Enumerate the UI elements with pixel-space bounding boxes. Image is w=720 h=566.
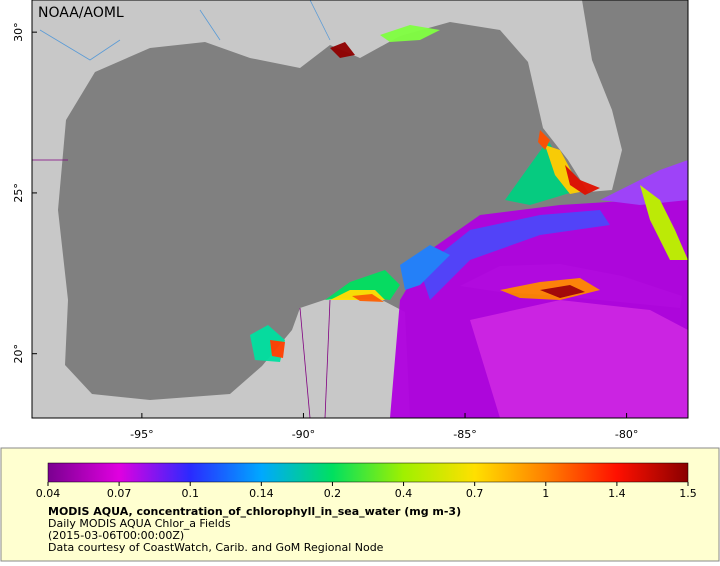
x-tick-label: -90°	[292, 428, 315, 441]
colorbar-tick-label: 0.2	[324, 487, 342, 500]
x-tick-label: -80°	[615, 428, 638, 441]
map-title: NOAA/AOML	[38, 5, 124, 21]
caption-line: (2015-03-06T00:00:00Z)	[48, 529, 184, 542]
caribbean-coast	[350, 370, 380, 418]
chlorophyll	[250, 25, 688, 418]
rivers	[39, 0, 331, 61]
x-tick-label: -95°	[130, 428, 153, 441]
map-frame	[31, 0, 689, 419]
caption-line: Data courtesy of CoastWatch, Carib. and …	[48, 541, 384, 554]
colorbar-tick-label: 1	[542, 487, 549, 500]
colorbar-tick-label: 0.07	[107, 487, 132, 500]
map	[32, 0, 688, 418]
colorbar-tick-label: 0.04	[36, 487, 61, 500]
colorbar-tick-label: 0.7	[466, 487, 484, 500]
x-tick-label: -85°	[453, 428, 476, 441]
borders	[32, 159, 331, 418]
colorbar-tick-label: 1.4	[608, 487, 626, 500]
colorbar-tick-label: 1.5	[679, 487, 697, 500]
colorbar-tick-label: 0.14	[249, 487, 274, 500]
colorbar	[47, 462, 689, 483]
y-tick-label: 20°	[12, 344, 25, 364]
y-tick-label: 30°	[12, 22, 25, 42]
caption-line: Daily MODIS AQUA Chlor_a Fields	[48, 517, 231, 530]
caption-heading: MODIS AQUA, concentration_of_chlorophyll…	[48, 505, 461, 518]
y-tick-label: 25°	[12, 183, 25, 203]
colorbar-tick-label: 0.4	[395, 487, 413, 500]
colorbar-tick-label: 0.1	[181, 487, 199, 500]
